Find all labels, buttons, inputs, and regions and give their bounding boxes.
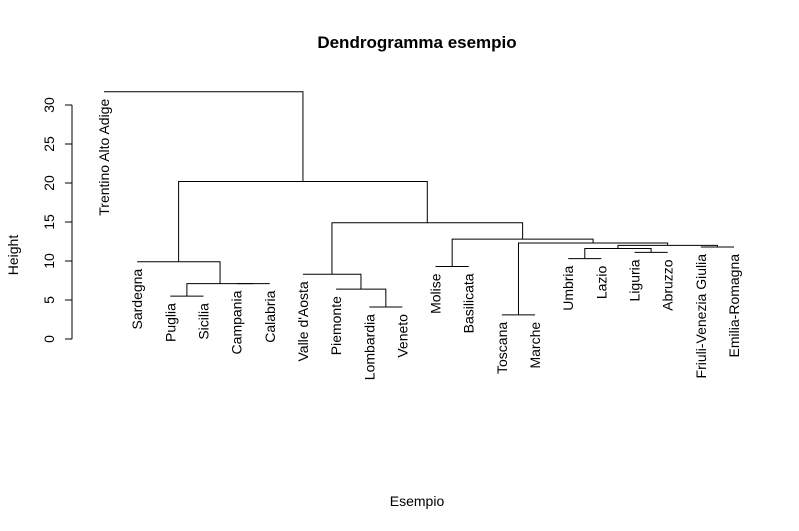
dendrogram-branch — [302, 273, 362, 290]
leaf-label-lombardia: Lombardia — [361, 314, 377, 380]
dendrogram-branch — [104, 91, 304, 182]
y-tick-label: 0 — [41, 335, 57, 343]
y-axis-label: Height — [5, 235, 21, 276]
leaf-label-liguria: Liguria — [627, 259, 643, 301]
leaf-label-friuli-venezia-giulia: Friuli-Venezia Giulia — [693, 254, 709, 379]
y-tick-label: 25 — [41, 136, 57, 152]
leaf-label-umbria: Umbria — [560, 265, 576, 310]
y-tick-label: 5 — [41, 296, 57, 304]
leaf-label-piemonte: Piemonte — [328, 296, 344, 355]
leaf-label-sardegna: Sardegna — [129, 269, 145, 330]
dendrogram-branch — [186, 283, 254, 297]
x-axis-label: Esempio — [390, 493, 445, 509]
y-tick-label: 30 — [41, 97, 57, 113]
leaf-label-trentino-alto-adige: Trentino Alto Adige — [96, 99, 112, 216]
leaf-label-valle-d-aosta: Valle d'Aosta — [295, 281, 311, 361]
y-tick-label: 10 — [41, 253, 57, 269]
y-axis: 0 5 10 15 20 25 30 — [41, 97, 73, 343]
dendrogram-branch — [178, 180, 428, 262]
dendrogram-branches — [104, 91, 734, 316]
leaf-labels: Trentino Alto Adige Sardegna Puglia Sicilia… — [96, 99, 742, 381]
dendrogram-branch — [336, 288, 387, 308]
leaf-label-basilicata: Basilicata — [461, 273, 477, 333]
leaf-label-molise: Molise — [428, 273, 444, 314]
leaf-label-puglia: Puglia — [162, 303, 178, 342]
y-tick-label: 20 — [41, 175, 57, 191]
dendrogram-branch — [331, 222, 524, 275]
leaf-label-calabria: Calabria — [262, 290, 278, 342]
dendrogram-branch — [584, 248, 652, 259]
leaf-label-abruzzo: Abruzzo — [660, 259, 676, 311]
leaf-label-veneto: Veneto — [394, 314, 410, 358]
leaf-label-emilia-romagna: Emilia-Romagna — [726, 254, 742, 358]
leaf-label-lazio: Lazio — [593, 265, 609, 299]
dendrogram-branch — [137, 261, 221, 284]
y-tick-label: 15 — [41, 214, 57, 230]
leaf-label-sicilia: Sicilia — [195, 303, 211, 340]
leaf-label-campania: Campania — [229, 290, 245, 354]
chart-title: Dendrogramma esempio — [317, 33, 516, 52]
leaf-label-toscana: Toscana — [494, 322, 510, 374]
leaf-label-marche: Marche — [527, 322, 543, 369]
